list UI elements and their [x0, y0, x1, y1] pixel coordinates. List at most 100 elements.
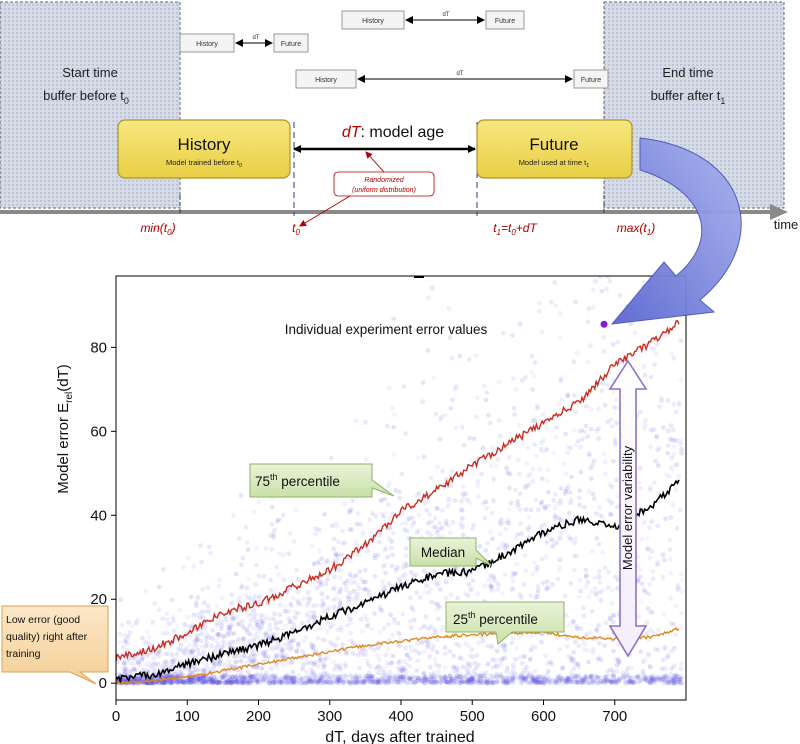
scatter-point	[556, 515, 561, 521]
scatter-point	[559, 518, 565, 524]
scatter-point	[208, 643, 214, 649]
scatter-point	[144, 662, 149, 667]
scatter-point	[564, 486, 570, 492]
scatter-point	[679, 610, 684, 616]
scatter-point	[407, 595, 413, 601]
scatter-point	[311, 614, 317, 620]
scatter-point	[367, 517, 372, 523]
scatter-point	[269, 680, 275, 686]
scatter-point	[571, 359, 577, 365]
scatter-point	[564, 613, 569, 619]
scatter-point	[219, 623, 225, 629]
x-tick-label: 300	[317, 708, 342, 725]
scatter-point	[269, 546, 275, 552]
scatter-point	[608, 667, 614, 672]
scatter-point	[466, 670, 471, 675]
scatter-point	[310, 669, 316, 675]
scatter-point	[630, 265, 635, 270]
scatter-point	[523, 507, 529, 512]
scatter-point	[372, 555, 378, 561]
scatter-point	[436, 668, 441, 674]
scatter-point	[647, 555, 653, 561]
scatter-point	[435, 580, 441, 586]
scatter-point	[668, 464, 674, 470]
scatter-point	[397, 631, 402, 636]
scatter-point	[664, 655, 670, 660]
scatter-point	[451, 665, 457, 671]
scatter-point	[674, 409, 680, 414]
scatter-point	[315, 603, 320, 608]
scatter-point	[578, 469, 584, 475]
scatter-point	[196, 676, 202, 681]
scatter-point	[450, 397, 455, 403]
scatter-point	[224, 679, 230, 685]
scatter-point	[229, 639, 235, 645]
scatter-point	[624, 670, 629, 676]
scatter-point	[646, 637, 651, 643]
scatter-point	[174, 651, 180, 657]
scatter-point	[517, 321, 523, 327]
scatter-point	[547, 659, 553, 665]
scatter-point	[389, 539, 394, 544]
scatter-point	[602, 565, 608, 571]
scatter-point	[183, 646, 189, 652]
scatter-point	[316, 548, 322, 554]
scatter-point	[523, 484, 528, 489]
scatter-point	[377, 604, 382, 609]
scatter-point	[211, 678, 217, 684]
scatter-point	[229, 615, 235, 620]
scatter-point	[301, 680, 307, 686]
scatter-point	[564, 471, 569, 477]
scatter-point	[350, 651, 356, 656]
scatter-point	[309, 644, 315, 650]
scatter-point	[484, 390, 490, 395]
scatter-point	[161, 662, 166, 668]
scatter-point	[358, 649, 364, 655]
scatter-point	[395, 630, 400, 636]
scatter-point	[526, 473, 531, 479]
scatter-point	[347, 527, 353, 532]
scatter-point	[386, 674, 391, 680]
scatter-point	[303, 634, 309, 640]
scatter-point	[289, 679, 295, 685]
scatter-point	[499, 655, 505, 661]
scatter-point	[320, 604, 325, 609]
scatter-point	[652, 265, 657, 270]
scatter-point	[124, 636, 130, 642]
scatter-point	[353, 573, 358, 579]
scatter-point	[436, 663, 442, 669]
scatter-point	[673, 632, 679, 638]
scatter-point	[638, 598, 644, 604]
scatter-point	[414, 529, 420, 535]
scatter-point	[679, 450, 684, 456]
randomized-pointer-up	[365, 151, 385, 173]
scatter-point	[325, 595, 330, 600]
scatter-point	[215, 645, 221, 650]
scatter-point	[347, 572, 353, 578]
scatter-point	[292, 615, 298, 620]
scatter-point	[500, 591, 505, 596]
scatter-point	[515, 457, 521, 463]
scatter-point	[403, 431, 408, 436]
scatter-point	[503, 542, 509, 548]
x-tick-label: 200	[246, 708, 271, 725]
scatter-point	[597, 276, 603, 280]
scatter-point	[233, 659, 239, 665]
scatter-point	[650, 346, 656, 352]
scatter-point	[308, 660, 314, 666]
scatter-point	[408, 625, 414, 631]
scatter-point	[491, 575, 497, 581]
scatter-point	[231, 616, 237, 621]
scatter-point	[519, 531, 525, 536]
scatter-point	[267, 622, 273, 628]
scatter-point	[348, 620, 354, 626]
scatter-point	[596, 406, 602, 412]
scatter-point	[494, 463, 499, 469]
scatter-point	[364, 658, 370, 663]
scatter-point	[589, 406, 594, 412]
mini-row-1-history: History	[362, 18, 384, 25]
scatter-point	[319, 556, 324, 561]
scatter-point	[282, 608, 288, 614]
scatter-point	[494, 673, 499, 679]
scatter-point	[517, 654, 523, 660]
